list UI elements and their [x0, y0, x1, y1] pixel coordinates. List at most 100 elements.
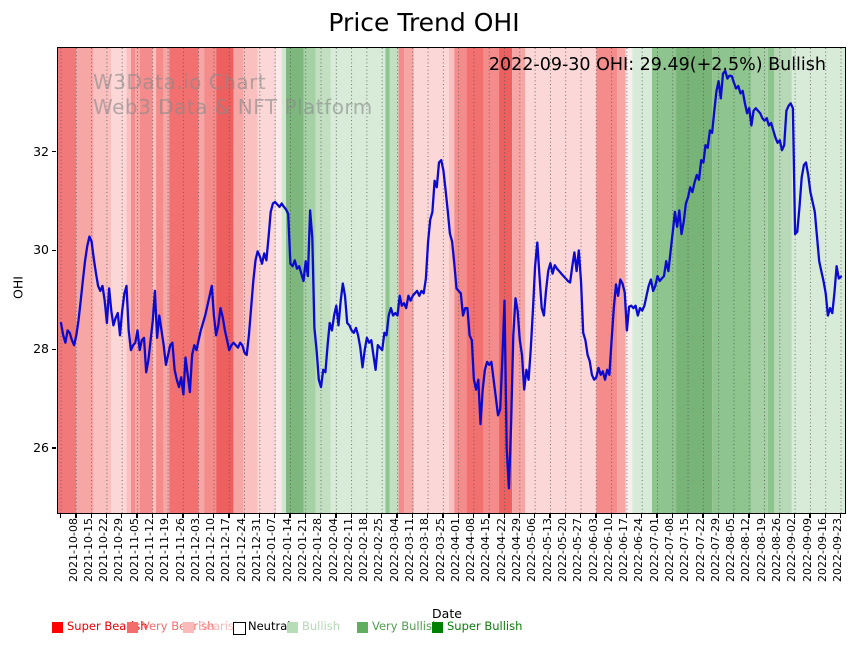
sentiment-band-very-bullish	[676, 48, 713, 513]
x-tick-mark	[258, 513, 261, 518]
sentiment-band-very-bullish	[286, 48, 304, 513]
x-tick-mark	[320, 513, 322, 518]
legend-label-neutral: Neutral	[248, 619, 291, 633]
x-tick-mark	[136, 513, 138, 518]
x-tick-label: 2022-02-11	[341, 518, 355, 582]
x-tick-mark	[228, 513, 230, 518]
y-tick-label: 32	[33, 143, 49, 159]
x-tick-label: 2021-12-24	[234, 518, 248, 582]
x-tick-label: 2022-07-15	[678, 518, 692, 582]
x-tick-mark	[212, 513, 215, 518]
x-tick-mark	[595, 513, 597, 518]
x-tick-label: 2022-03-04	[387, 518, 401, 582]
x-tick-label: 2022-09-09	[800, 518, 814, 582]
sentiment-band-very-bearish	[398, 48, 405, 513]
x-tick-label: 2022-06-24	[632, 518, 646, 582]
x-tick-mark	[840, 513, 842, 518]
x-tick-mark	[274, 513, 276, 518]
sentiment-band-bearish	[448, 48, 455, 513]
sentiment-band-bullish	[315, 48, 331, 513]
x-tick-label: 2021-12-17	[219, 518, 233, 582]
sentiment-band-bearish	[163, 48, 170, 513]
x-tick-label: 2022-05-13	[540, 518, 554, 582]
y-tick-label: 26	[33, 439, 49, 455]
x-tick-mark	[75, 513, 77, 518]
sentiment-band-super-bearish	[499, 48, 513, 513]
sentiment-band-very-bullish	[767, 48, 775, 513]
plot-area	[57, 47, 846, 514]
legend-swatch-super-bullish	[432, 622, 443, 633]
watermark-line2: Web3 Data & NFT Platform	[93, 95, 373, 119]
x-tick-mark	[778, 513, 781, 518]
x-tick-label: 2022-09-23	[831, 518, 845, 582]
x-tick-label: 2022-02-18	[357, 518, 371, 582]
legend-swatch-very-bearish	[127, 622, 138, 633]
x-tick-label: 2022-03-25	[433, 518, 447, 582]
x-tick-mark	[518, 513, 521, 518]
x-tick-label: 2022-02-25	[372, 518, 386, 582]
sentiment-band-bullish	[330, 48, 386, 513]
y-tick-label: 28	[33, 341, 49, 357]
legend-label-very-bearish: Very Bearish	[142, 619, 215, 633]
x-tick-label: 2022-07-29	[708, 518, 722, 582]
sentiment-band-bearish	[76, 48, 94, 513]
watermark: W3Data.io Chart Web3 Data & NFT Platform	[93, 70, 373, 120]
x-tick-mark	[121, 513, 123, 518]
x-tick-mark	[304, 513, 306, 518]
x-tick-mark	[580, 513, 582, 518]
sentiment-band-bearish	[525, 48, 597, 513]
x-tick-label: 2022-06-10	[601, 518, 615, 582]
x-tick-mark	[289, 513, 291, 518]
legend-label-bearish: Bearish	[198, 619, 242, 633]
y-axis-label: OHI	[10, 276, 26, 299]
x-tick-mark	[625, 513, 628, 518]
x-tick-mark	[671, 513, 674, 518]
x-tick-label: 2022-01-21	[295, 518, 309, 582]
latest-value-annotation: 2022-09-30 OHI: 29.49(+2.5%) Bullish	[488, 55, 826, 75]
x-tick-mark	[732, 513, 735, 518]
sentiment-band-bearish	[233, 48, 244, 513]
x-tick-mark	[381, 513, 383, 518]
x-tick-label: 2022-01-14	[280, 518, 294, 582]
x-tick-label: 2021-10-22	[97, 518, 111, 582]
x-tick-label: 2021-12-10	[204, 518, 218, 582]
sentiment-band-very-bullish	[712, 48, 752, 513]
sentiment-band-very-bearish	[596, 48, 618, 513]
sentiment-band-bullish	[774, 48, 792, 513]
x-tick-label: 2022-04-15	[479, 518, 493, 582]
legend-swatch-neutral	[233, 622, 246, 635]
sentiment-band-bearish	[413, 48, 449, 513]
y-tick-mark	[52, 348, 56, 350]
sentiment-band-very-bearish	[156, 48, 164, 513]
sentiment-band-bearish	[198, 48, 205, 513]
sentiment-band-bearish	[243, 48, 258, 513]
x-tick-label: 2021-11-05	[127, 518, 141, 582]
sentiment-band-super-bearish	[216, 48, 234, 513]
x-tick-label: 2022-01-07	[265, 518, 279, 582]
legend-label-bullish: Bullish	[302, 619, 341, 633]
x-tick-label: 2022-05-20	[555, 518, 569, 582]
x-tick-mark	[794, 513, 796, 518]
x-tick-mark	[687, 513, 689, 518]
x-tick-mark	[335, 513, 337, 518]
x-tick-label: 2022-03-11	[402, 518, 416, 582]
x-tick-label: 2022-02-04	[326, 518, 340, 582]
sentiment-band-neutral	[625, 48, 633, 513]
sentiment-band-bearish	[135, 48, 140, 513]
sentiment-band-bullish	[632, 48, 653, 513]
sentiment-band-neutral	[276, 48, 282, 513]
x-tick-label: 2022-04-29	[510, 518, 524, 582]
x-tick-mark	[809, 513, 811, 518]
x-tick-mark	[503, 513, 505, 518]
x-tick-mark	[610, 513, 612, 518]
sentiment-band-bullish	[303, 48, 316, 513]
x-tick-label: 2022-08-05	[724, 518, 738, 582]
x-axis-label: Date	[432, 606, 462, 621]
legend-swatch-very-bullish	[357, 622, 368, 633]
x-tick-label: 2021-10-15	[81, 518, 95, 582]
x-tick-mark	[641, 513, 643, 518]
sentiment-band-bearish	[404, 48, 414, 513]
x-tick-mark	[90, 513, 92, 518]
x-tick-label: 2021-12-03	[188, 518, 202, 582]
